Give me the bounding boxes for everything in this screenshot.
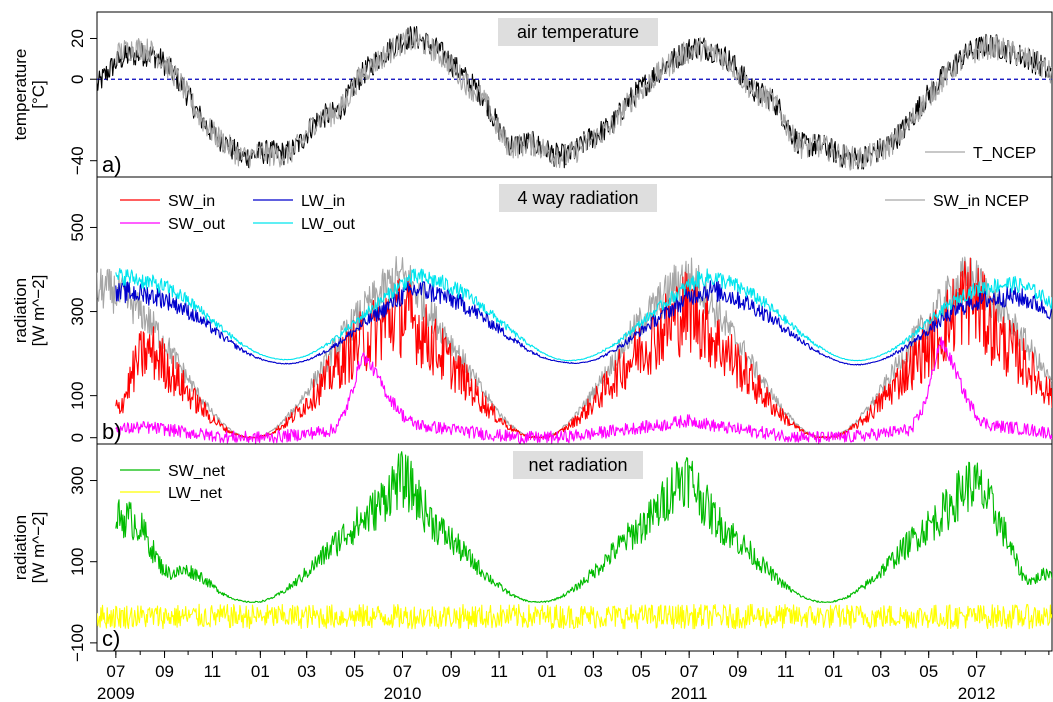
x-year-label: 2010 [384,684,422,702]
x-tick-label: 03 [871,662,890,681]
x-tick-label: 03 [297,662,316,681]
y-tick-label: 0 [68,74,87,83]
series-line-t-ncep [115,28,1052,171]
legend-label: LW_in [301,193,345,210]
x-tick-label: 01 [824,662,843,681]
y-axis-label: [W m^−2] [29,275,48,347]
y-axis-label: radiation [11,278,30,343]
series-line-sw-in-ncep [97,256,1052,439]
x-year-label: 2012 [958,684,996,702]
x-tick-label: 07 [106,662,125,681]
x-tick-label: 11 [204,662,222,681]
legend-label: SW_in [168,193,215,210]
y-tick-label: −40 [68,146,87,175]
plot-frame [96,11,1053,652]
legend-label: SW_out [168,216,225,233]
panel-data [97,256,1052,444]
y-axis-label: [°C] [29,80,48,109]
x-tick-label: 01 [538,662,557,681]
y-axis-label: radiation [11,515,30,580]
series-line-sw-out [115,336,1052,444]
panel-title: 4 way radiation [517,188,638,208]
x-tick-label: 09 [442,662,461,681]
title-box [498,18,658,46]
panel-label: c) [102,626,120,651]
series-line-lw-out [115,268,1052,362]
legend-label: SW_net [168,463,225,480]
legend-label: T_NCEP [973,145,1036,162]
series-line-lw-in [115,280,1052,366]
y-tick-label: 500 [68,213,87,241]
y-axis-label: temperature [11,49,30,141]
panel-a: −40 0 20 temperature [°C] a) air temperature T_… [11,18,1052,177]
x-tick-label: 07 [967,662,986,681]
y-tick-label: −100 [68,624,87,662]
panel-data [97,451,1052,630]
y-axis-label: [W m^−2] [29,512,48,584]
legend-label: LW_out [301,216,356,233]
x-tick-label: 05 [919,662,938,681]
x-tick-label: 11 [490,662,508,681]
series-line-sw-net [115,451,1052,603]
x-tick-label: 09 [728,662,747,681]
x-tick-label: 07 [393,662,412,681]
y-tick-label: 100 [68,381,87,409]
x-tick-label: 01 [251,662,270,681]
y-tick-label: 0 [68,433,87,442]
x-tick-label: 09 [155,662,174,681]
y-tick-label: 20 [68,29,87,48]
y-tick-label: 100 [68,548,87,576]
series-line-lw-net [97,603,1052,630]
panel-b: 0 100 300 500 radiation [W m^−2] b) 4 way radia… [11,176,1052,444]
x-year-label: 2009 [97,684,135,702]
legend-label: SW_in NCEP [933,193,1029,210]
x-tick-label: 11 [777,662,795,681]
x-year-label: 2011 [671,684,708,702]
x-tick-label: 05 [632,662,651,681]
title-box [513,451,643,479]
title-box [499,184,657,212]
legend-label: LW_net [168,485,223,502]
x-tick-label: 05 [345,662,364,681]
panel-title: air temperature [517,22,639,42]
y-tick-label: 300 [68,466,87,494]
x-axis: 07 09 11 01 03 05 07 09 11 01 03 05 07 09 11 01 03 05 07 20… [97,651,1050,702]
panel-c: −100 100 300 radiation [W m^−2] c) net radiati… [11,443,1052,662]
x-tick-label: 03 [584,662,603,681]
panel-data [97,26,1052,171]
x-tick-label: 07 [680,662,699,681]
panel-label: a) [102,152,122,177]
y-tick-label: 300 [68,297,87,325]
panel-label: b) [102,419,122,444]
panel-title: net radiation [528,455,627,475]
